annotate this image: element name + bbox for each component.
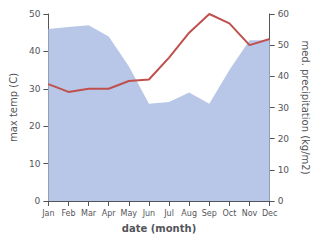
- svg-text:Oct: Oct: [222, 209, 236, 218]
- svg-text:Jan: Jan: [41, 209, 54, 218]
- svg-text:Nov: Nov: [242, 209, 258, 218]
- svg-text:0: 0: [35, 196, 41, 206]
- svg-text:max temp (C): max temp (C): [8, 73, 19, 142]
- svg-text:10: 10: [278, 165, 290, 175]
- svg-text:40: 40: [278, 71, 290, 81]
- svg-text:20: 20: [29, 121, 41, 131]
- svg-text:Jun: Jun: [142, 209, 156, 218]
- svg-text:Feb: Feb: [61, 209, 75, 218]
- svg-text:date (month): date (month): [122, 223, 196, 234]
- svg-text:Apr: Apr: [102, 209, 117, 218]
- svg-text:50: 50: [278, 40, 290, 50]
- svg-text:Jul: Jul: [163, 209, 174, 218]
- svg-text:0: 0: [278, 196, 284, 206]
- svg-text:Dec: Dec: [262, 209, 277, 218]
- svg-text:30: 30: [29, 84, 41, 94]
- svg-text:30: 30: [278, 103, 290, 113]
- svg-text:40: 40: [29, 46, 41, 56]
- svg-text:50: 50: [29, 9, 41, 19]
- svg-text:May: May: [121, 209, 138, 218]
- svg-text:10: 10: [29, 159, 41, 169]
- svg-text:Mar: Mar: [81, 209, 97, 218]
- svg-text:med. precipitation (kg/m2): med. precipitation (kg/m2): [300, 40, 311, 174]
- svg-text:20: 20: [278, 134, 290, 144]
- svg-text:Sep: Sep: [202, 209, 217, 218]
- svg-text:Aug: Aug: [181, 209, 197, 218]
- svg-text:60: 60: [278, 9, 290, 19]
